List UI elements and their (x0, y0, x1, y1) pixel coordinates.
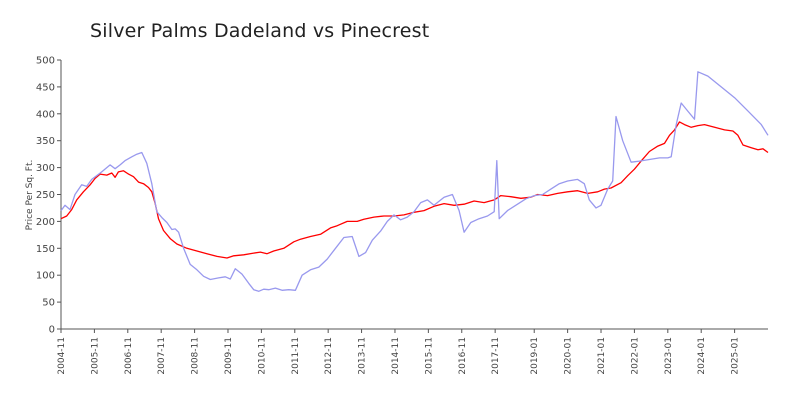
x-tick-label: 2019-01 (530, 337, 540, 375)
series-layer (60, 71, 769, 292)
x-tick-label: 2013-11 (358, 337, 368, 375)
y-tick-label: 300 (36, 163, 55, 174)
x-tick-label: 2005-11 (90, 337, 100, 375)
y-tick-label: 0 (49, 325, 55, 336)
x-tick-label: 2009-11 (224, 337, 234, 375)
y-tick-label: 500 (36, 56, 55, 67)
x-tick-label: 2007-11 (157, 337, 167, 375)
y-tick-label: 200 (36, 217, 55, 228)
axes: 0 50 100 150 200 250 300 350 400 450 500 2004-11 200… (36, 56, 768, 375)
x-tick-label: 2006-11 (124, 337, 134, 375)
x-tick-label: 2008-11 (191, 337, 201, 375)
y-tick-label: 50 (42, 298, 55, 309)
x-tick-label: 2025-01 (731, 337, 741, 375)
y-tick-label: 450 (36, 82, 55, 93)
x-tick-label: 2023-01 (664, 337, 674, 375)
y-tick-label: 250 (36, 190, 55, 201)
x-tick-label: 2021-01 (597, 337, 607, 375)
x-tick-label: 2017-11 (491, 337, 501, 375)
x-tick-label: 2020-01 (564, 337, 574, 375)
x-tick-label: 2010-11 (257, 337, 267, 375)
x-tick-label: 2004-11 (57, 337, 67, 375)
chart-title: Silver Palms Dadeland vs Pinecrest (90, 20, 430, 42)
y-axis-label: Price Per Sq. Ft. (25, 160, 35, 231)
x-tick-label: 2016-11 (458, 337, 468, 375)
y-tick-label: 400 (36, 109, 55, 120)
x-tick-label: 2015-11 (424, 337, 434, 375)
series-line-silver-palms-dadeland (60, 121, 769, 259)
y-tick-label: 100 (36, 271, 55, 282)
x-tick-label: 2011-11 (291, 337, 301, 375)
y-tick-label: 350 (36, 136, 55, 147)
y-tick-label: 150 (36, 244, 55, 255)
x-tick-label: 2024-01 (697, 337, 707, 375)
x-tick-label: 2022-01 (630, 337, 640, 375)
x-tick-label: 2012-11 (324, 337, 334, 375)
series-line-pinecrest (60, 71, 769, 292)
x-tick-label: 2014-11 (391, 337, 401, 375)
